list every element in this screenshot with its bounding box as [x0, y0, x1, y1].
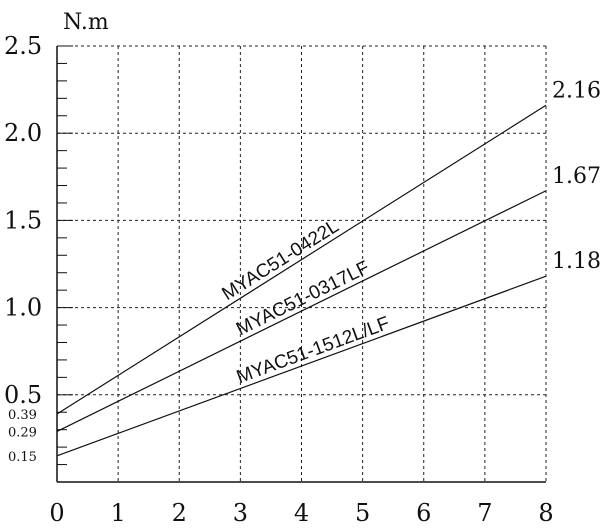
- y-tick-label: 2.0: [4, 119, 42, 147]
- y-tick-label: 2.5: [4, 32, 42, 60]
- series-line: [56, 275, 547, 457]
- series-line: [56, 104, 547, 415]
- x-tick-label: 6: [416, 499, 431, 527]
- series-line: [56, 190, 547, 432]
- x-tick-label: 4: [294, 499, 309, 527]
- x-tick-label: 2: [172, 499, 187, 527]
- tick-labels: 0 1 2 3 4 5 6 7 8 0.5 1.0 1.5 2.0 2.5 0.39 0.29 0.15 2.16…: [4, 32, 601, 527]
- grid: [57, 45, 547, 482]
- x-tick-label: 0: [49, 499, 64, 527]
- x-tick-label: 3: [233, 499, 248, 527]
- series-end-label: 1.18: [552, 249, 601, 274]
- x-tick-label: 1: [110, 499, 125, 527]
- y-unit-label: N.m: [63, 10, 109, 35]
- y-tick-label: 1.0: [4, 294, 42, 322]
- axes: [56, 46, 546, 483]
- y-intercept-label: 0.29: [8, 425, 37, 440]
- series-end-label: 1.67: [552, 164, 601, 189]
- y-tick-label: 0.5: [4, 381, 42, 409]
- x-tick-label: 7: [477, 499, 492, 527]
- y-tick-label: 1.5: [4, 206, 42, 234]
- series-lines: [56, 104, 547, 457]
- x-tick-label: 5: [355, 499, 370, 527]
- y-intercept-label: 0.39: [8, 408, 37, 423]
- y-intercept-label: 0.15: [8, 450, 37, 465]
- x-tick-label: 8: [538, 499, 553, 527]
- series-end-label: 2.16: [552, 78, 601, 103]
